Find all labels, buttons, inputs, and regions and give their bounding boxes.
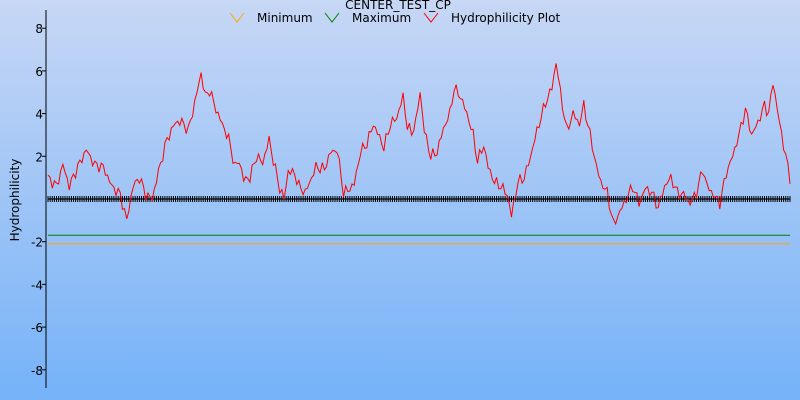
legend-item: Maximum	[324, 11, 411, 25]
series-line-hydrophilicity-plot	[47, 63, 791, 226]
y-tick-label: -4	[31, 278, 43, 292]
plot-area	[47, 63, 791, 245]
legend-item: Minimum	[229, 11, 313, 25]
legend-label: Minimum	[257, 11, 313, 25]
chart-title: CENTER_TEST_CP	[345, 0, 451, 12]
y-tick-label: -6	[31, 321, 43, 335]
y-tick-label: 6	[35, 65, 43, 79]
legend-label: Hydrophilicity Plot	[451, 11, 560, 25]
legend-swatch	[423, 12, 439, 23]
y-tick-label: -2	[31, 236, 43, 250]
y-tick-label: -8	[31, 364, 43, 378]
legend-item: Hydrophilicity Plot	[423, 11, 560, 25]
y-tick-label: 2	[35, 150, 43, 164]
y-tick-label: 4	[35, 108, 43, 122]
legend-label: Maximum	[352, 11, 411, 25]
legend-swatch	[324, 12, 340, 23]
y-axis: 8 6 4 2 -2 -4 -6 -8	[31, 10, 47, 388]
y-tick-label: 8	[35, 22, 43, 36]
chart-legend: Minimum Maximum Hydrophilicity Plot	[229, 11, 560, 25]
baseline-markers	[47, 196, 791, 202]
legend-swatch	[229, 12, 245, 23]
y-axis-label: Hydrophilicity	[8, 159, 22, 242]
